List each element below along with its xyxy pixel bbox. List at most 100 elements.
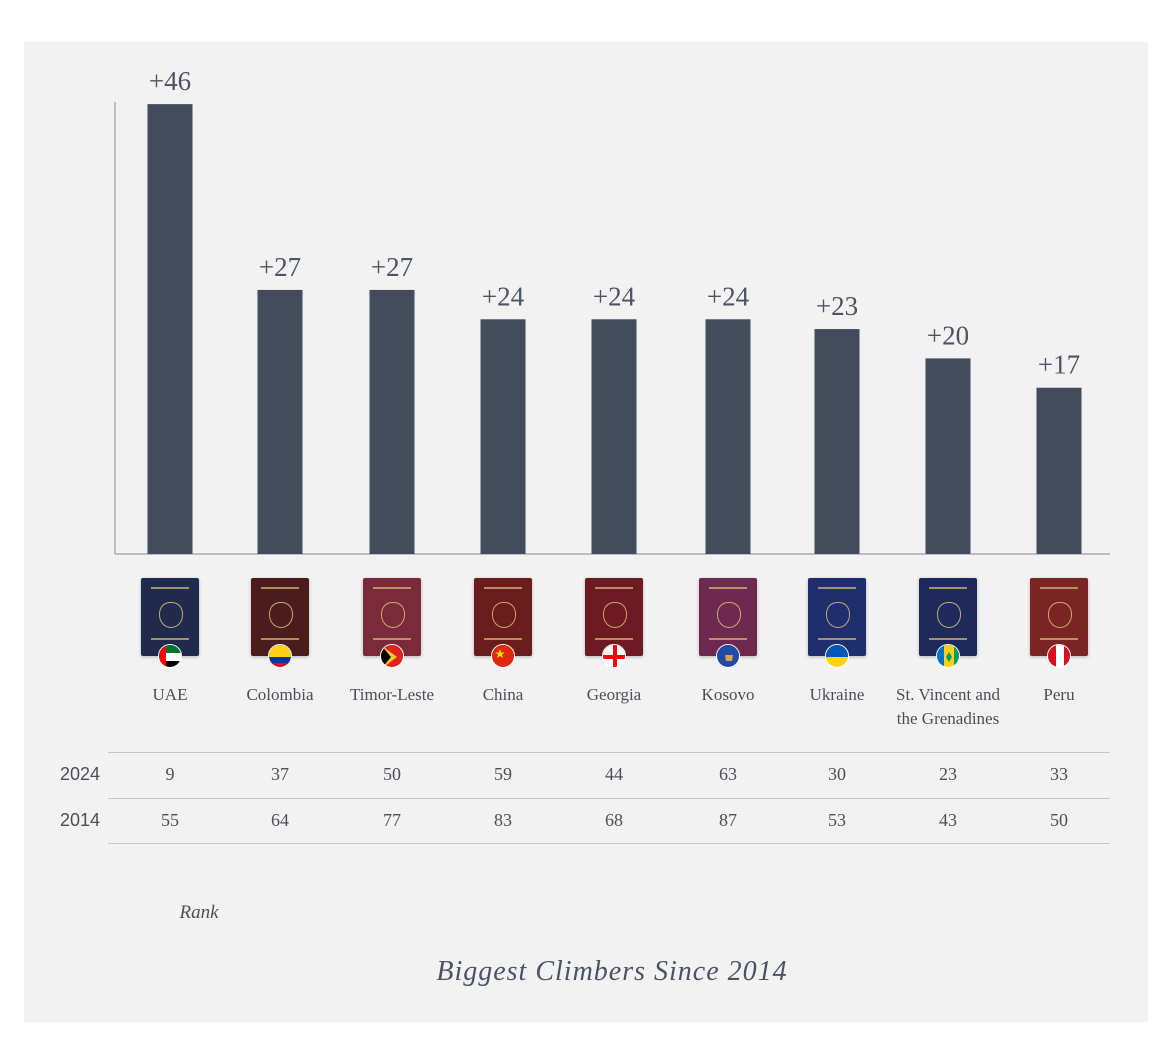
country-label: Georgia [544, 683, 684, 707]
chart-card: +46 +27 +27 +24 +24 +24 +23 +20 +17 UAE Colombia T… [24, 42, 1148, 1022]
passport-image [1030, 578, 1088, 656]
rank-cell: 55 [161, 810, 179, 830]
passport-image [141, 578, 199, 656]
bar-value-label-2: +27 [371, 252, 413, 282]
passport-footer-line [709, 638, 747, 640]
st-vincent-flag-icon [936, 644, 960, 668]
passport-image [808, 578, 866, 656]
rank-cell: 37 [271, 764, 289, 784]
table-divider [108, 843, 1110, 844]
rank-cell: 77 [383, 810, 401, 830]
passport-title-line [818, 587, 856, 589]
bar-6 [814, 329, 860, 554]
bar-8 [1036, 387, 1082, 554]
rank-cell: 68 [605, 810, 623, 830]
country-label-line: UAE [152, 685, 188, 704]
rank-cell: 59 [494, 764, 512, 784]
passport-title-line [709, 587, 747, 589]
country-label-line: Georgia [586, 685, 642, 704]
table-divider [108, 798, 1110, 799]
country-label: China [433, 683, 573, 707]
passport-footer-line [595, 638, 633, 640]
row-label-2014: 2014 [59, 810, 100, 830]
country-label: Timor-Leste [322, 683, 462, 707]
country-label-line: Timor-Leste [349, 685, 435, 704]
passport-title-line [261, 587, 299, 589]
bar-5 [705, 319, 751, 554]
bar-7 [925, 358, 971, 554]
rank-caption: Rank [179, 902, 219, 923]
bar-value-label-1: +27 [259, 252, 301, 282]
colombia-flag-icon [268, 644, 292, 668]
rank-cell: 30 [828, 764, 846, 784]
rank-cell: 44 [605, 764, 623, 784]
emblem-icon [937, 602, 961, 628]
emblem-icon [826, 602, 850, 628]
rank-cell: 53 [828, 810, 846, 830]
passport-footer-line [818, 638, 856, 640]
emblem-icon [159, 602, 183, 628]
passport-footer-line [1040, 638, 1078, 640]
passport-footer-line [484, 638, 522, 640]
peru-flag-icon [1047, 644, 1071, 668]
country-label-line: the Grenadines [896, 709, 1000, 728]
country-label: Ukraine [767, 683, 907, 707]
passport-title-line [373, 587, 411, 589]
emblem-icon [381, 602, 405, 628]
passport-image [919, 578, 977, 656]
emblem-icon [492, 602, 516, 628]
rank-cell: 50 [383, 764, 401, 784]
rank-cell: 43 [939, 810, 957, 830]
passport-footer-line [929, 638, 967, 640]
bar-value-label-4: +24 [593, 281, 636, 311]
passport-title-line [1040, 587, 1078, 589]
bar-value-label-3: +24 [482, 281, 525, 311]
passport-title-line [151, 587, 189, 589]
rank-cell: 33 [1050, 764, 1068, 784]
country-label: UAE [100, 683, 240, 707]
ukraine-flag-icon [825, 644, 849, 668]
bar-value-label-0: +46 [149, 66, 191, 96]
table-divider [108, 752, 1110, 753]
rank-cell: 83 [494, 810, 512, 830]
rank-cell: 50 [1050, 810, 1068, 830]
bar-value-label-7: +20 [927, 320, 969, 350]
bar-2 [369, 289, 415, 554]
passport-title-line [484, 587, 522, 589]
passport-image [363, 578, 421, 656]
bars-layer: +46 +27 +27 +24 +24 +24 +23 +20 +17 [147, 66, 1082, 554]
timor-leste-flag-icon [380, 644, 404, 668]
bar-value-label-5: +24 [707, 281, 750, 311]
chart-title: Biggest Climbers Since 2014 [436, 956, 788, 987]
passport-title-line [595, 587, 633, 589]
emblem-icon [1048, 602, 1072, 628]
bar-value-label-6: +23 [816, 291, 858, 321]
country-label: Colombia [210, 683, 350, 707]
country-label-line: St. Vincent and [896, 685, 1000, 704]
country-label-line: Ukraine [809, 685, 865, 704]
uae-flag-icon [158, 644, 182, 668]
kosovo-flag-icon [716, 644, 740, 668]
emblem-icon [717, 602, 741, 628]
rank-cell: 9 [165, 764, 175, 784]
bar-3 [480, 319, 526, 554]
bar-value-label-8: +17 [1038, 350, 1080, 380]
passport-image [585, 578, 643, 656]
passport-footer-line [261, 638, 299, 640]
rank-cell: 23 [939, 764, 957, 784]
passport-footer-line [373, 638, 411, 640]
passport-footer-line [151, 638, 189, 640]
bar-0 [147, 104, 193, 554]
china-flag-icon [491, 644, 515, 668]
passport-image [251, 578, 309, 656]
rank-cell: 87 [719, 810, 737, 830]
bar-4 [591, 319, 637, 554]
country-label: Peru [989, 683, 1129, 707]
rank-cell: 64 [271, 810, 289, 830]
emblem-icon [269, 602, 293, 628]
georgia-flag-icon [602, 644, 626, 668]
country-label-line: Peru [1043, 685, 1075, 704]
passport-image [474, 578, 532, 656]
rank-cell: 63 [719, 764, 737, 784]
country-label: St. Vincent and the Grenadines [878, 683, 1018, 731]
